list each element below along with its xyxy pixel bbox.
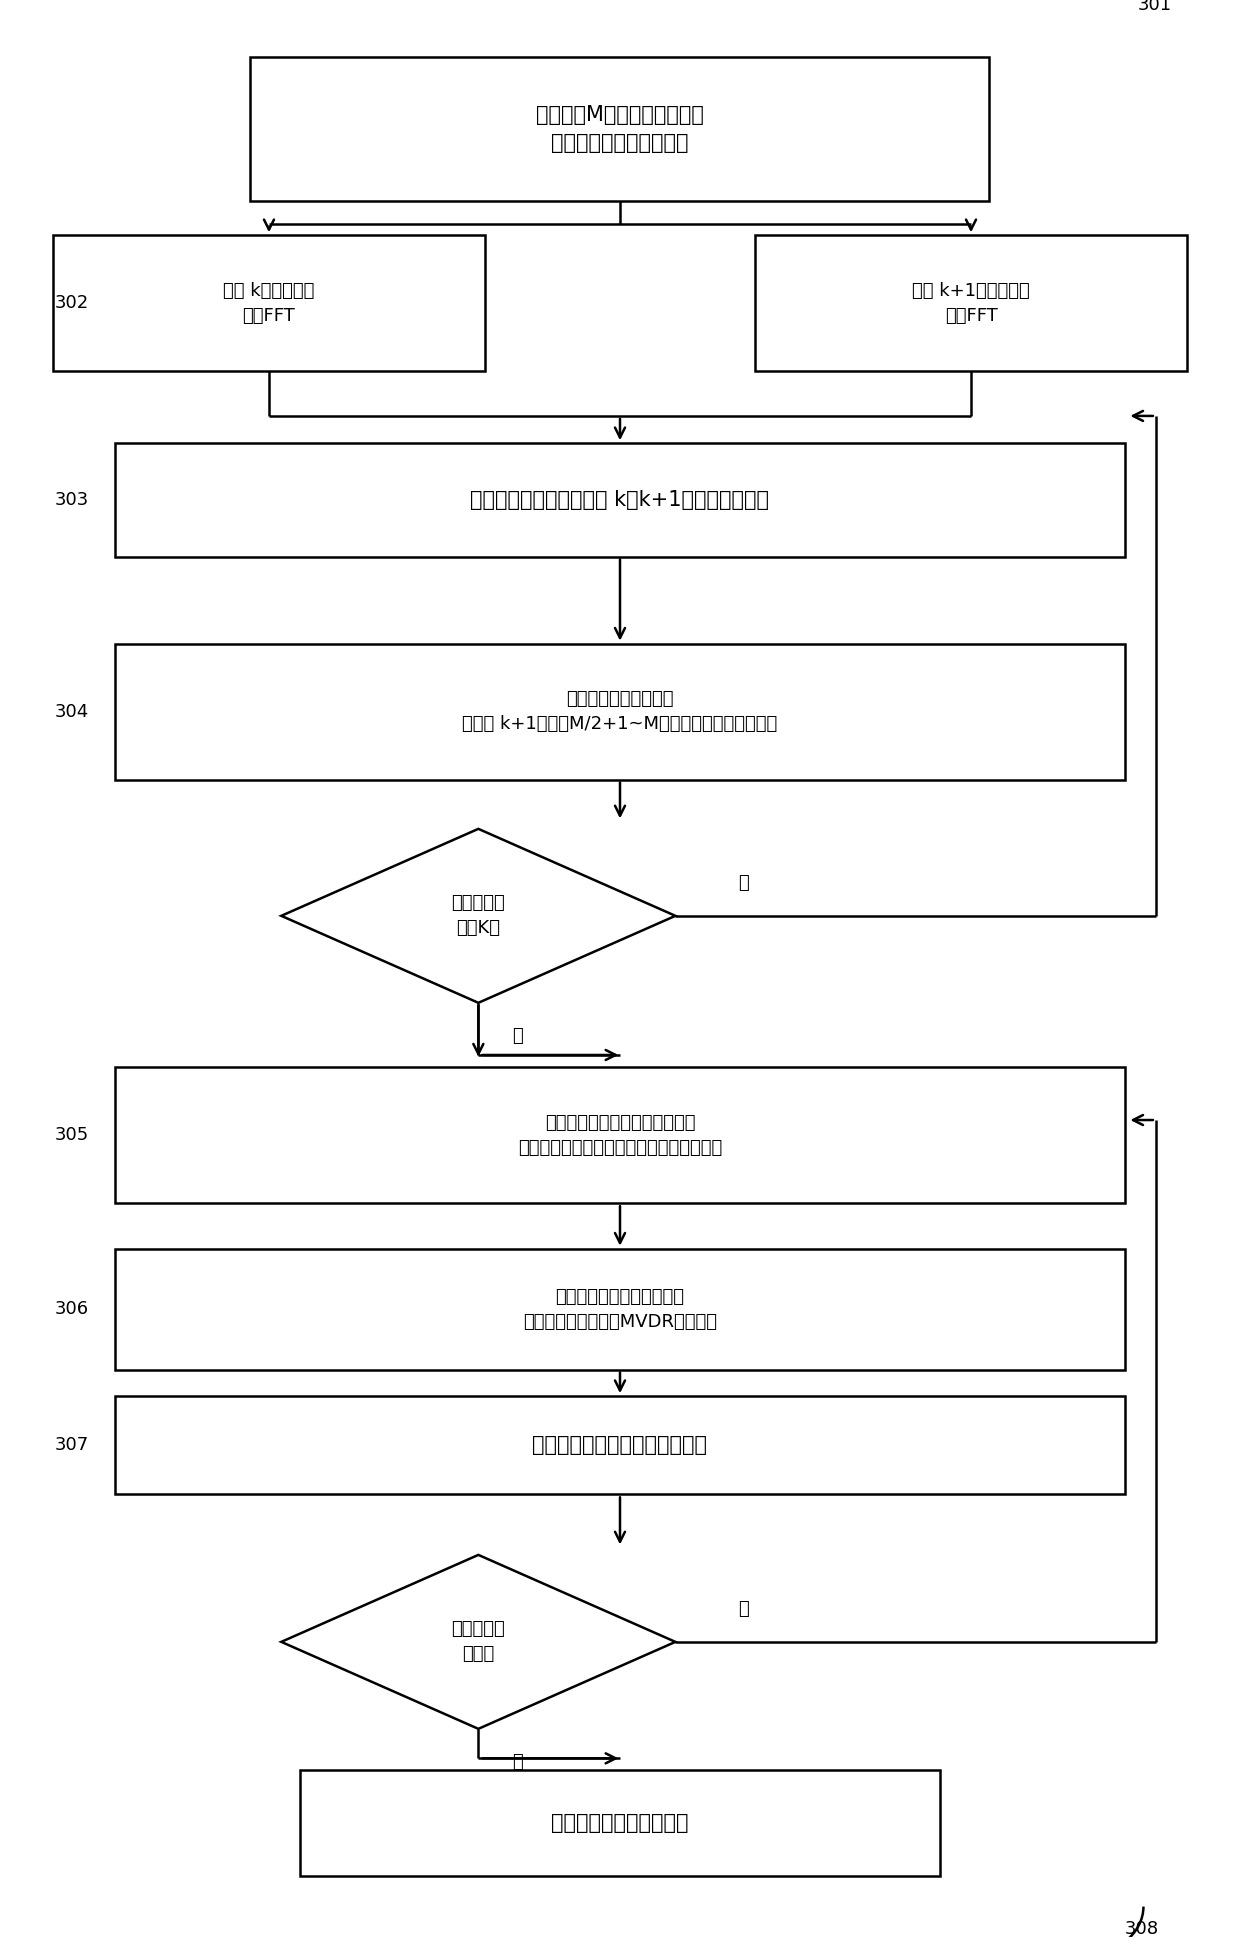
Text: 利用重叠相关器计算快拍 k、k+1之间的相位扰动: 利用重叠相关器计算快拍 k、k+1之间的相位扰动 (470, 490, 770, 509)
Text: 二维波束形成功率谱输出: 二维波束形成功率谱输出 (552, 1814, 688, 1833)
Text: 快拍 k的阵列数据
时域FFT: 快拍 k的阵列数据 时域FFT (223, 282, 315, 325)
FancyBboxPatch shape (115, 443, 1125, 556)
Polygon shape (281, 828, 676, 1003)
Text: 是: 是 (512, 1753, 523, 1771)
Text: 做各频点上的常规波束形成
或者，做各频点上的MVDR波束形成: 做各频点上的常规波束形成 或者，做各频点上的MVDR波束形成 (523, 1287, 717, 1330)
Text: 是: 是 (512, 1026, 523, 1046)
FancyBboxPatch shape (53, 235, 485, 371)
Text: 308: 308 (1125, 1921, 1159, 1938)
FancyBboxPatch shape (300, 1771, 940, 1876)
Text: 307: 307 (55, 1437, 89, 1454)
Text: 否: 否 (738, 873, 749, 892)
Text: 孔径是否已
扩展K次: 孔径是否已 扩展K次 (451, 894, 505, 937)
FancyBboxPatch shape (115, 643, 1125, 780)
Text: 将各频点上的波束形成结果累加: 将各频点上的波束形成结果累加 (532, 1435, 708, 1456)
Polygon shape (281, 1555, 676, 1728)
FancyBboxPatch shape (115, 1248, 1125, 1371)
FancyBboxPatch shape (115, 1396, 1125, 1495)
Text: 303: 303 (55, 492, 89, 509)
Text: 301: 301 (1137, 0, 1172, 14)
Text: 快拍 k+1的阵列数据
时域FFT: 快拍 k+1的阵列数据 时域FFT (913, 282, 1030, 325)
FancyBboxPatch shape (755, 235, 1187, 371)
Text: 否: 否 (738, 1600, 749, 1617)
Text: 306: 306 (55, 1301, 89, 1318)
Text: 一步一步进行孔径合成
对快拍 k+1、阵元M/2+1~M的频域数据进行相位补偿: 一步一步进行孔径合成 对快拍 k+1、阵元M/2+1~M的频域数据进行相位补偿 (463, 690, 777, 733)
FancyBboxPatch shape (250, 58, 990, 200)
Text: 距离是否已
扫描完: 距离是否已 扫描完 (451, 1621, 505, 1664)
Text: 302: 302 (55, 294, 89, 313)
Text: 求出各频点上的数据协方差矩阵
根据某个距离和不同方位求出相应导引矢量: 求出各频点上的数据协方差矩阵 根据某个距离和不同方位求出相应导引矢量 (518, 1114, 722, 1157)
Text: 304: 304 (55, 702, 89, 721)
FancyBboxPatch shape (115, 1067, 1125, 1203)
Text: 线阵接收M个快拍的阵列数据
计算快拍之间的时间间隔: 线阵接收M个快拍的阵列数据 计算快拍之间的时间间隔 (536, 105, 704, 154)
Text: 305: 305 (55, 1126, 89, 1145)
